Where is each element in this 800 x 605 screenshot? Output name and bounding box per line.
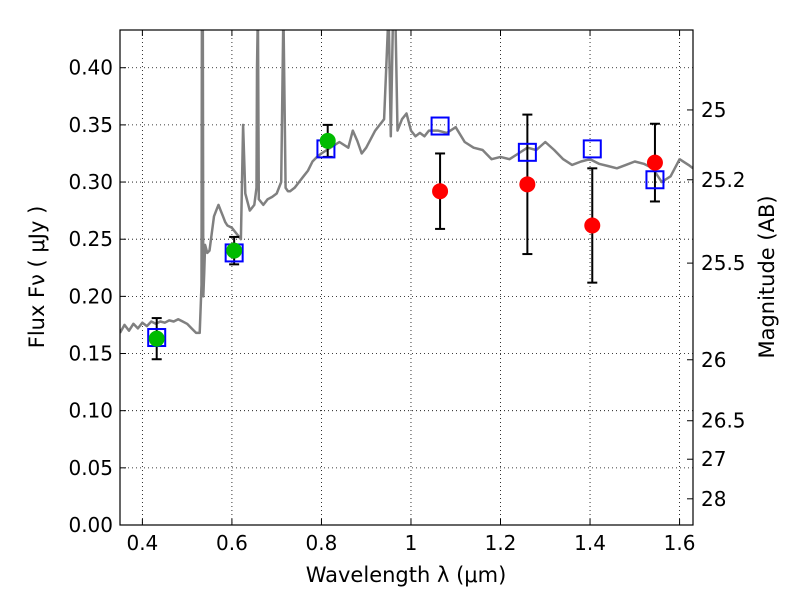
hst-infrared-point xyxy=(519,176,536,193)
mag-tick-label: 25 xyxy=(701,98,726,122)
x-axis: 0.4 0.6 0.8 1 1.2 1.4 1.6 xyxy=(126,30,695,555)
y-axis-label: Flux Fν ( μJy ) xyxy=(25,206,49,349)
mag-tick-label: 28 xyxy=(701,487,726,511)
model-photometry-point xyxy=(645,170,665,190)
hst-optical-point xyxy=(319,132,336,149)
model-photometry-point xyxy=(582,139,602,159)
y-axis-magnitude: 25 25.2 25.5 26 26.5 27 28 xyxy=(687,98,746,511)
plot-frame xyxy=(119,29,694,526)
y-tick-label: 0.05 xyxy=(68,456,113,480)
x-tick-label: 0.6 xyxy=(216,531,248,555)
y-tick-label: 0.00 xyxy=(68,513,113,537)
mag-tick-label: 25.5 xyxy=(701,251,746,275)
hst-optical-point xyxy=(148,330,165,347)
mag-tick-label: 27 xyxy=(701,447,726,471)
x-axis-label: Wavelength λ (μm) xyxy=(306,563,507,587)
x-tick-label: 1.4 xyxy=(574,531,606,555)
mag-tick-label: 26.5 xyxy=(701,409,746,433)
x-tick-label: 0.4 xyxy=(126,531,158,555)
x-tick-label: 1 xyxy=(405,531,418,555)
x-tick-label: 1.2 xyxy=(485,531,517,555)
hst-optical-point xyxy=(226,242,243,259)
hst-infrared-point xyxy=(432,183,449,200)
plot-area xyxy=(120,30,693,361)
model-photometry-point xyxy=(517,142,537,162)
y2-axis-label: Magnitude (AB) xyxy=(755,195,779,358)
y-tick-label: 0.20 xyxy=(68,284,113,308)
y-tick-label: 0.10 xyxy=(68,399,113,423)
x-tick-label: 1.6 xyxy=(664,531,696,555)
mag-tick-label: 25.2 xyxy=(701,168,746,192)
x-tick-label: 0.8 xyxy=(306,531,338,555)
hst-infrared-point xyxy=(584,217,601,234)
mag-tick-label: 26 xyxy=(701,348,726,372)
y-tick-label: 0.30 xyxy=(68,170,113,194)
y-tick-label: 0.40 xyxy=(68,56,113,80)
y-tick-label: 0.35 xyxy=(68,113,113,137)
model-spectrum-line xyxy=(120,30,693,335)
y-tick-label: 0.15 xyxy=(68,342,113,366)
y-axis-flux: 0.00 0.05 0.10 0.15 0.20 0.25 0.30 0.35 0.40 xyxy=(68,56,126,537)
grid-lines xyxy=(120,30,693,526)
model-photometry-point xyxy=(430,116,450,136)
hst-infrared-point xyxy=(646,154,663,171)
y-tick-label: 0.25 xyxy=(68,227,113,251)
